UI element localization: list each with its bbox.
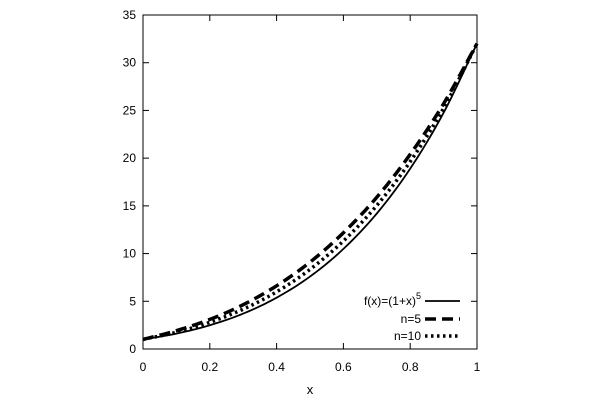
series-line-n-10 [142, 42, 479, 342]
y-tick-label: 30 [123, 56, 137, 70]
legend-label-superscript: 5 [416, 291, 421, 301]
x-tick-label: 0.2 [201, 360, 218, 374]
legend-label: f(x)=(1+x)5 [364, 291, 421, 308]
x-tick-label: 1 [474, 360, 481, 374]
legend: f(x)=(1+x)5 n=5 n=10 [364, 291, 460, 343]
legend-label: n=5 [401, 312, 422, 326]
y-tick-label: 0 [129, 342, 136, 356]
x-axis: 0 0.2 0.4 0.6 0.8 1 [140, 15, 481, 374]
plot-lines [142, 42, 479, 342]
y-tick-label: 5 [129, 294, 136, 308]
legend-label: n=10 [394, 329, 421, 343]
y-tick-label: 10 [123, 247, 137, 261]
x-tick-label: 0 [140, 360, 147, 374]
legend-label-base: f(x)=(1+x) [364, 294, 416, 308]
series-line-f-x-1-x-5 [142, 43, 478, 341]
y-tick-label: 25 [123, 103, 137, 117]
y-tick-label: 20 [123, 151, 137, 165]
y-tick-label: 15 [123, 199, 137, 213]
x-tick-label: 0.4 [268, 360, 285, 374]
series-line-n-5 [142, 42, 479, 342]
y-axis: 0 5 10 15 20 25 30 35 [123, 8, 477, 356]
y-tick-label: 35 [123, 8, 137, 22]
plot-frame [142, 14, 478, 350]
x-tick-label: 0.6 [335, 360, 352, 374]
x-axis-label: x [307, 382, 314, 397]
x-tick-label: 0.8 [402, 360, 419, 374]
